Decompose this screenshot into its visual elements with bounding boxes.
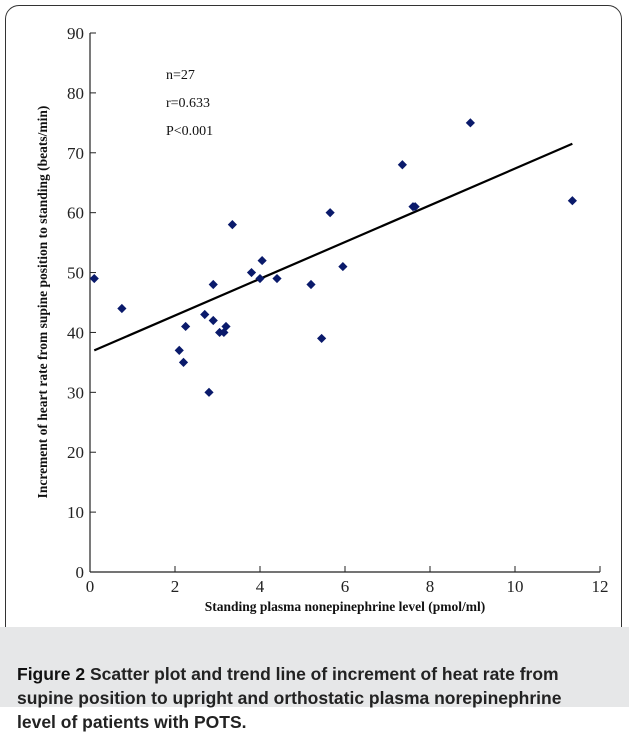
y-tick-label: 90 — [67, 24, 84, 43]
data-point — [174, 345, 184, 356]
x-tick-label: 12 — [592, 577, 609, 596]
caption-text: Scatter plot and trend line of increment… — [17, 664, 562, 732]
x-tick-label: 8 — [426, 577, 435, 596]
x-tick-label: 10 — [507, 577, 524, 596]
data-point — [178, 357, 189, 367]
y-tick-label: 20 — [67, 443, 84, 462]
data-point — [257, 255, 267, 266]
chart-annotations: n=27 r=0.633 P<0.001 — [166, 68, 213, 139]
data-point — [208, 315, 218, 326]
data-point — [465, 118, 475, 128]
figure-frame — [5, 5, 622, 707]
y-tick-label: 80 — [67, 84, 84, 103]
data-point — [181, 321, 191, 332]
y-tick-label: 0 — [76, 563, 85, 582]
y-tick-label: 50 — [67, 264, 84, 283]
data-point — [200, 309, 210, 320]
x-tick-label: 4 — [256, 577, 265, 596]
y-tick-label: 10 — [67, 503, 84, 522]
y-tick-label: 70 — [67, 144, 84, 163]
figure-caption: Figure 2 Scatter plot and trend line of … — [17, 662, 597, 734]
n-annotation: n=27 — [166, 68, 195, 83]
data-point — [410, 202, 420, 212]
chart-axes: 0 10 20 30 40 50 60 70 80 90 0 2 4 6 8 10 12 — [67, 24, 609, 596]
y-tick-label: 60 — [67, 204, 84, 223]
data-point — [338, 261, 348, 272]
data-point — [397, 160, 407, 170]
x-tick-label: 6 — [341, 577, 350, 596]
y-tick-label: 30 — [67, 383, 84, 402]
data-point — [204, 387, 214, 397]
data-point — [317, 333, 327, 344]
data-point — [567, 196, 577, 206]
y-tick-label: 40 — [67, 323, 84, 342]
data-point — [221, 321, 231, 332]
data-point — [227, 220, 237, 230]
data-point — [255, 273, 265, 284]
x-tick-label: 0 — [86, 577, 95, 596]
r-annotation: r=0.633 — [166, 96, 210, 111]
data-point — [219, 327, 229, 338]
data-point — [208, 279, 218, 290]
caption-band — [0, 627, 629, 707]
data-point — [306, 279, 316, 290]
data-points — [89, 118, 577, 397]
data-point — [325, 208, 335, 218]
scatter-chart: 0 10 20 30 40 50 60 70 80 90 0 2 4 6 8 10 12 n=27 r=0.633… — [35, 24, 609, 614]
data-point — [89, 273, 99, 284]
caption-lead: Figure 2 — [17, 664, 86, 684]
data-point — [246, 267, 257, 278]
x-tick-label: 2 — [171, 577, 180, 596]
data-point — [272, 273, 282, 284]
p-annotation: P<0.001 — [166, 124, 213, 139]
x-axis-label: Standing plasma nonepinephrine level (pm… — [205, 599, 486, 614]
y-axis-label: Increment of heart rate from supine posi… — [35, 106, 50, 499]
data-point — [117, 303, 127, 314]
trend-line — [93, 142, 573, 352]
